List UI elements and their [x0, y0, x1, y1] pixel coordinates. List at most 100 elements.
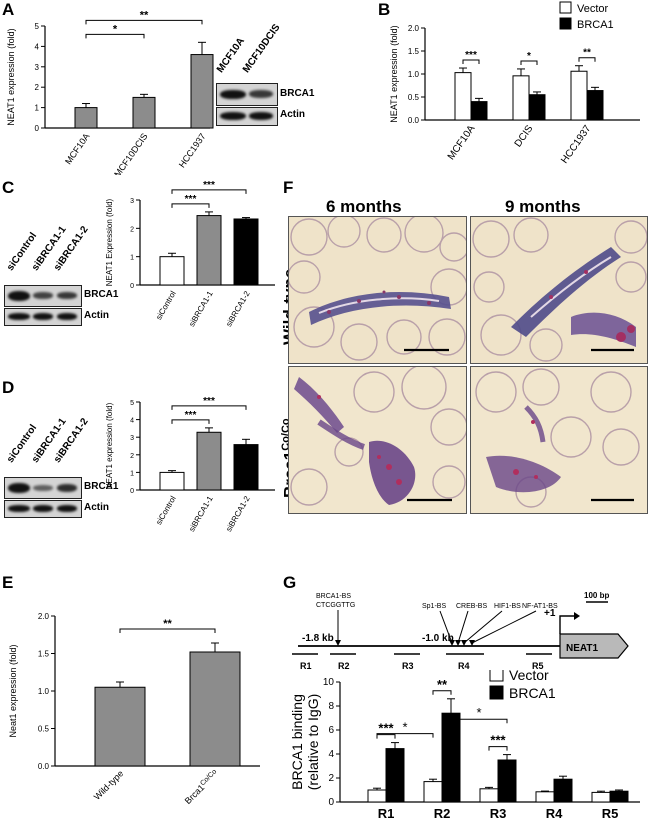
tss-label: +1 — [544, 608, 556, 619]
chart-d-ylabel: NEAT1 expression (fold) — [105, 402, 114, 489]
chart-e-bar-1 — [189, 651, 241, 767]
chart-b-sig-bracket-1 — [520, 60, 538, 65]
chart-b-bar-vector-0 — [454, 72, 472, 121]
site-nfat1-bs: NF-AT1-BS — [522, 603, 558, 610]
chart-b-ytick-label-0: 0.0 — [408, 116, 420, 125]
chart-c-ytick-label-2: 2 — [130, 226, 134, 233]
chart-b-ytick-label-4: 2.0 — [408, 24, 420, 33]
chart-g-sig-label-1: ** — [437, 677, 448, 692]
panel-letter-f: F — [283, 178, 294, 197]
blot-d-brca1 — [4, 477, 82, 499]
chart-g-bar-brca1-4 — [609, 790, 629, 803]
chart-e-ytick-label-2: 1.0 — [38, 687, 50, 696]
chart-g-legend-swatch-1 — [489, 685, 504, 700]
chart-a-ylabel: NEAT1 expression (fold) — [6, 28, 16, 125]
chart-g-cross-bracket-1 — [450, 718, 508, 724]
chart-g-sig-bracket-1 — [432, 690, 452, 695]
chart-a-cat-2: HCC1937 — [177, 131, 208, 169]
chart-b-sig-label-1: * — [527, 51, 531, 62]
blot-d-label-brca1: BRCA1 — [84, 481, 119, 492]
chart-a: 0 1 2 3 4 5 NEAT1 expression (fold) MCF10A MCF10… — [6, 10, 214, 175]
chart-d-ytick-label-5: 5 — [130, 400, 134, 407]
chart-g-sig-label-2: *** — [490, 733, 506, 748]
hist-image-brca1-9mo — [470, 366, 648, 514]
chart-e-ytick-label-0: 0.0 — [38, 762, 50, 771]
chart-a-bar-1 — [132, 96, 156, 129]
chart-g-bar-vector-0 — [367, 789, 387, 803]
chart-b-legend-swatch-1 — [559, 17, 572, 30]
tss-arrow — [559, 615, 574, 634]
hist-col-title-6mo: 6 months — [326, 197, 402, 216]
chart-a-sig-label-1: ** — [140, 10, 149, 21]
chart-g-ytick-label-1: 2 — [328, 773, 334, 784]
chart-b-sig-bracket-2 — [578, 57, 596, 62]
chart-b-sig-label-2: ** — [583, 48, 591, 59]
chart-c-ylabel: NEAT1 Expression (fold) — [105, 198, 114, 286]
chart-d-sig-label-0: *** — [185, 410, 197, 421]
chart-b-cat-0: MCF10A — [446, 123, 478, 162]
hist-image-wt-6mo — [288, 216, 467, 364]
chart-d: 0 1 2 3 4 5 NEAT1 expression (fold) siControl si… — [105, 396, 275, 533]
chart-b-ytick-label-2: 1.0 — [408, 70, 420, 79]
chart-d-ytick-label-2: 2 — [130, 453, 134, 460]
chart-g-ylabel-2: (relative to IgG) — [305, 694, 321, 790]
chart-b-bar-vector-2 — [570, 70, 588, 121]
chart-d-cat-1: siBRCA1-1 — [187, 494, 215, 533]
chart-c-bar-2 — [233, 218, 259, 286]
chart-g-sig-label-0: *** — [378, 721, 394, 736]
hist-image-brca1-6mo — [288, 366, 467, 514]
chart-c-sig-label-0: *** — [185, 194, 197, 205]
chart-b-ytick-label-3: 1.5 — [408, 47, 420, 56]
neat1-gene-label: NEAT1 — [566, 643, 598, 654]
site-sp1-bs: Sp1-BS — [422, 603, 446, 610]
panel-letter-d: D — [2, 378, 15, 397]
chart-b: 0.0 0.5 1.0 1.5 2.0 NEAT1 expression (fold) MC… — [389, 1, 640, 166]
chart-d-ytick-label-0: 0 — [130, 488, 134, 495]
chart-e-bar-0 — [94, 686, 146, 767]
chart-c-bar-1 — [196, 215, 222, 286]
blot-d-label-actin: Actin — [84, 502, 109, 513]
chart-c-ytick-label-0: 0 — [130, 283, 134, 290]
chart-e-ylabel: Neat1 expression (fold) — [8, 644, 18, 737]
panel-letter-c: C — [2, 178, 15, 197]
panel-letter-b: B — [378, 0, 391, 19]
region-r2-label: R2 — [338, 661, 350, 671]
blot-c-label-brca1: BRCA1 — [84, 289, 119, 300]
chart-a-ytick-label-1: 1 — [35, 104, 40, 113]
chart-g-bar-vector-4 — [591, 791, 611, 803]
chart-d-bar-0 — [159, 471, 185, 491]
chart-g-ytick-label-3: 6 — [328, 725, 334, 736]
chart-e-ytick-label-4: 2.0 — [38, 612, 50, 621]
chart-g-ylabel: BRCA1 binding — [289, 694, 305, 790]
chart-d-sig-bracket-0 — [171, 419, 210, 424]
chart-g-bar-vector-1 — [423, 781, 443, 803]
chart-d-ytick-label-1: 1 — [130, 470, 134, 477]
chart-g-cross-label-0: * — [402, 720, 407, 735]
blot-c-label-actin: Actin — [84, 310, 109, 321]
chart-g-ytick-label-5: 10 — [323, 677, 335, 688]
panel-letter-e: E — [2, 573, 14, 592]
region-r5-label: R5 — [532, 661, 544, 671]
chart-a-bar-0 — [74, 107, 98, 129]
blot-c-brca1 — [4, 285, 82, 307]
chart-g-cat-4: R5 — [602, 806, 619, 820]
blot-c-actin — [4, 308, 82, 326]
chart-d-sig-label-1: *** — [203, 396, 215, 407]
chart-g: 0 2 4 6 8 10 BRCA1 binding (relative to IgG) R1 R… — [289, 670, 640, 820]
chart-g-bar-brca1-2 — [497, 759, 517, 803]
chart-g-bar-vector-2 — [479, 788, 499, 803]
blot-d-actin — [4, 500, 82, 518]
hist-image-wt-9mo — [470, 216, 648, 364]
chart-b-bar-brca1-2 — [586, 90, 604, 121]
mid-kb-label: -1.0 kb — [422, 633, 454, 644]
chart-d-bar-2 — [233, 444, 259, 491]
chart-a-sig-bracket-1 — [85, 19, 203, 25]
chart-c-sig-bracket-0 — [171, 203, 210, 208]
chart-b-bar-vector-1 — [512, 75, 530, 121]
chart-c: 0 1 2 3 NEAT1 Expression (fold) siControl siBR… — [105, 180, 275, 328]
hist-col-title-9mo: 9 months — [505, 197, 581, 216]
chart-c-sig-label-1: *** — [203, 180, 215, 191]
chart-d-sig-bracket-1 — [171, 405, 247, 410]
chart-b-legend-label-1: BRCA1 — [577, 19, 614, 31]
chart-g-bar-brca1-3 — [553, 778, 573, 803]
